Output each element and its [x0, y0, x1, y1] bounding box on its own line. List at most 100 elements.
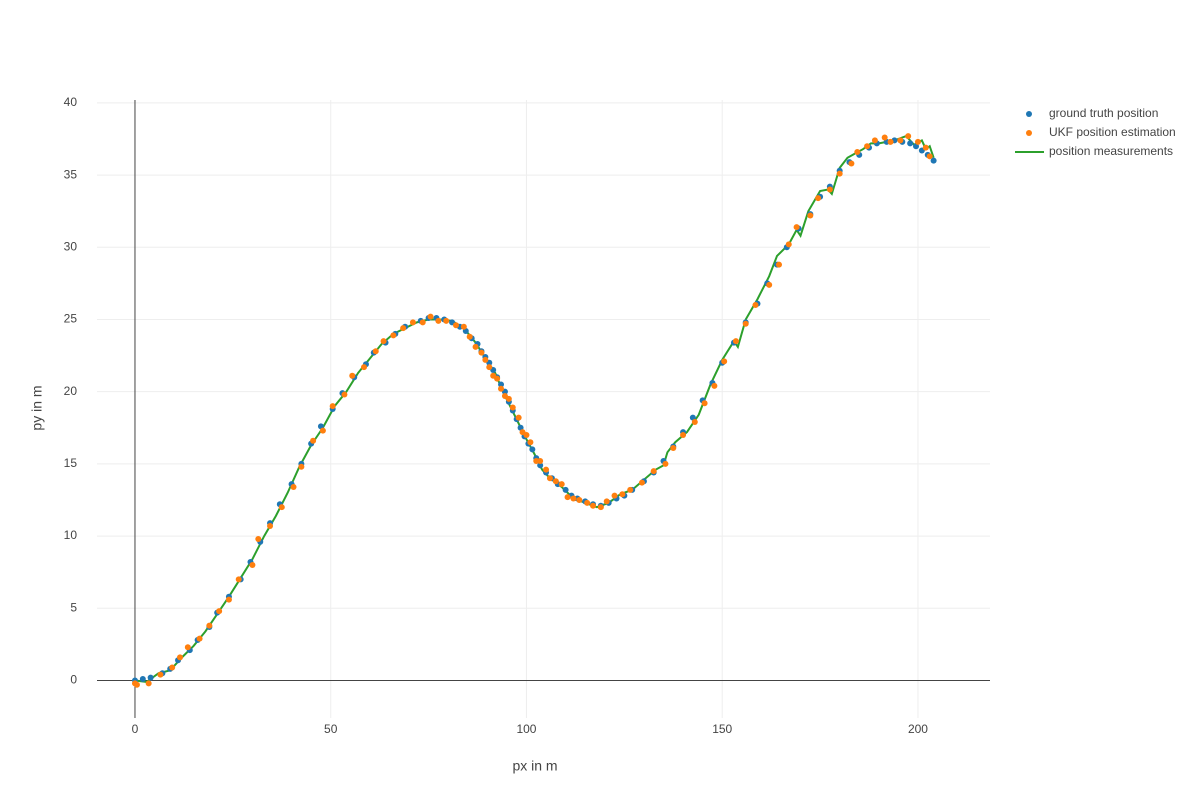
point	[505, 395, 512, 402]
point	[310, 437, 317, 444]
point	[638, 479, 645, 486]
y-axis-title: py in m	[29, 385, 45, 430]
x-tick-label: 0	[132, 722, 139, 736]
point	[460, 323, 467, 330]
point	[907, 140, 914, 147]
point	[498, 381, 505, 388]
point	[552, 478, 559, 485]
point	[546, 475, 553, 482]
point	[169, 664, 176, 671]
point	[815, 195, 822, 202]
point	[562, 486, 569, 493]
point	[341, 391, 348, 398]
point	[926, 153, 933, 160]
y-tick-label: 0	[70, 673, 77, 687]
point	[584, 499, 591, 506]
legend-swatch	[1026, 111, 1032, 117]
point	[523, 431, 530, 438]
point	[206, 622, 213, 629]
line	[134, 134, 935, 683]
point	[390, 332, 397, 339]
point	[887, 138, 894, 145]
point	[529, 446, 536, 453]
point	[897, 137, 904, 144]
point	[680, 431, 687, 438]
point	[864, 143, 871, 150]
y-tick-label: 25	[64, 312, 78, 326]
point	[619, 491, 626, 498]
point	[255, 535, 262, 542]
point	[905, 133, 912, 140]
point	[466, 333, 473, 340]
point	[732, 338, 739, 345]
point	[235, 576, 242, 583]
point	[854, 148, 861, 155]
point	[329, 403, 336, 410]
point	[453, 322, 460, 329]
point	[537, 462, 544, 469]
point	[216, 608, 223, 615]
y-tick-label: 30	[64, 239, 78, 253]
point	[662, 460, 669, 467]
point	[290, 483, 297, 490]
point	[558, 481, 565, 488]
point	[145, 680, 152, 687]
legend-label: position measurements	[1049, 144, 1173, 158]
point	[793, 224, 800, 231]
point	[196, 635, 203, 642]
point	[184, 644, 191, 651]
legend-label: UKF position estimation	[1049, 125, 1176, 139]
point	[298, 463, 305, 470]
point	[537, 457, 544, 464]
legend-label: ground truth position	[1049, 106, 1158, 120]
y-tick-label: 20	[64, 384, 78, 398]
point	[443, 317, 450, 324]
y-tick-label: 15	[64, 456, 78, 470]
point	[176, 654, 183, 661]
point	[478, 349, 485, 356]
point	[848, 160, 855, 167]
point	[670, 444, 677, 451]
point	[372, 348, 379, 355]
x-tick-label: 50	[324, 722, 338, 736]
legend-swatch	[1026, 130, 1032, 136]
point	[486, 364, 493, 371]
point	[564, 494, 571, 501]
point	[922, 144, 929, 151]
point	[603, 498, 610, 505]
point	[785, 241, 792, 248]
point	[482, 356, 489, 363]
point	[147, 674, 154, 681]
y-tick-label: 40	[64, 95, 78, 109]
point	[494, 375, 501, 382]
x-tick-label: 200	[908, 722, 928, 736]
point	[419, 319, 426, 326]
point	[826, 186, 833, 193]
point	[836, 170, 843, 177]
point	[409, 319, 416, 326]
point	[543, 466, 550, 473]
point	[650, 468, 657, 475]
y-tick-label: 5	[70, 600, 77, 614]
point	[527, 439, 534, 446]
point	[576, 496, 583, 503]
point	[427, 313, 434, 320]
point	[691, 418, 698, 425]
point	[871, 137, 878, 144]
point	[380, 338, 387, 345]
y-tick-label: 35	[64, 167, 78, 181]
point	[881, 134, 888, 141]
point	[611, 492, 618, 499]
point	[225, 596, 232, 603]
point	[742, 320, 749, 327]
point	[509, 404, 516, 411]
point	[701, 400, 708, 407]
point	[435, 317, 442, 324]
point	[133, 681, 140, 688]
point	[319, 427, 326, 434]
point	[930, 157, 937, 164]
point	[498, 385, 505, 392]
point	[278, 504, 285, 511]
point	[249, 561, 256, 568]
